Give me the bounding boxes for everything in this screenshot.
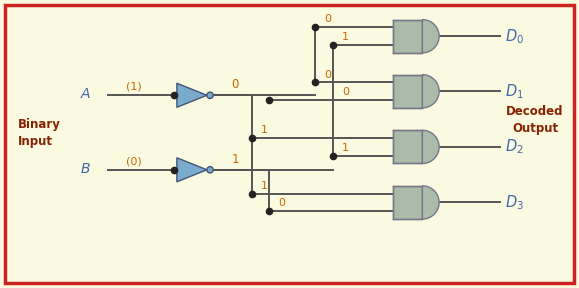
Polygon shape: [422, 186, 439, 219]
Text: 0: 0: [325, 14, 332, 24]
Polygon shape: [422, 75, 439, 108]
Text: B: B: [80, 162, 90, 176]
Text: A: A: [80, 87, 90, 101]
Circle shape: [207, 167, 213, 173]
Text: (0): (0): [126, 156, 141, 166]
Text: $D_3$: $D_3$: [505, 193, 524, 212]
Polygon shape: [422, 20, 439, 53]
Text: 1: 1: [342, 143, 349, 153]
Text: 0: 0: [342, 87, 349, 97]
Text: 1: 1: [261, 181, 268, 191]
Text: (1): (1): [126, 82, 141, 92]
Text: 1: 1: [261, 125, 268, 135]
Text: $D_2$: $D_2$: [505, 137, 523, 156]
Polygon shape: [422, 130, 439, 164]
Text: Decoded
Output: Decoded Output: [506, 105, 564, 135]
Polygon shape: [394, 20, 422, 53]
Text: 1: 1: [342, 32, 349, 42]
Text: $D_1$: $D_1$: [505, 82, 524, 101]
Polygon shape: [177, 158, 207, 182]
Text: 1: 1: [232, 153, 239, 166]
Polygon shape: [394, 75, 422, 108]
Polygon shape: [177, 83, 207, 107]
Circle shape: [207, 92, 213, 98]
Text: 0: 0: [278, 198, 285, 209]
Text: 0: 0: [325, 69, 332, 79]
Polygon shape: [394, 186, 422, 219]
Text: Binary
Input: Binary Input: [18, 118, 61, 147]
Polygon shape: [394, 130, 422, 164]
Text: 0: 0: [232, 78, 239, 91]
Text: $D_0$: $D_0$: [505, 27, 524, 46]
